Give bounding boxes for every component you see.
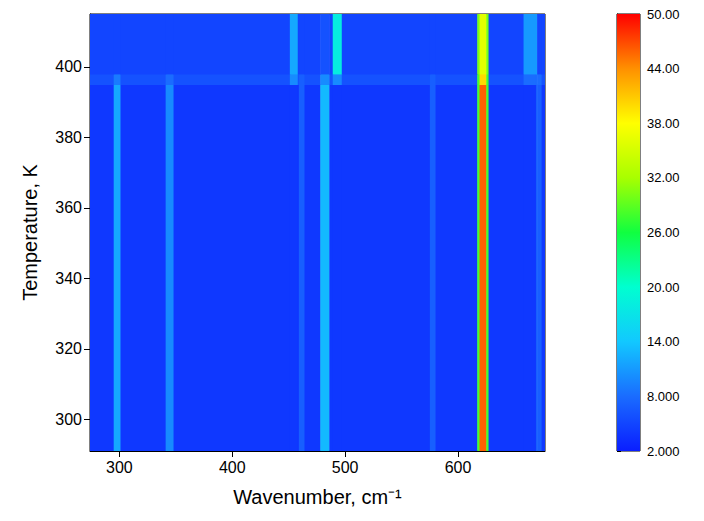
svg-text:32.00: 32.00 [647,170,680,185]
svg-text:38.00: 38.00 [647,116,680,131]
svg-text:Temperature, K: Temperature, K [19,163,41,300]
svg-text:20.00: 20.00 [647,280,680,295]
svg-text:300: 300 [55,411,82,428]
svg-text:600: 600 [445,459,472,476]
svg-text:14.00: 14.00 [647,334,680,349]
svg-text:340: 340 [55,270,82,287]
svg-text:50.00: 50.00 [647,7,680,22]
svg-text:8.000: 8.000 [647,389,680,404]
svg-text:44.00: 44.00 [647,61,680,76]
svg-text:26.00: 26.00 [647,225,680,240]
svg-text:500: 500 [332,459,359,476]
svg-text:360: 360 [55,199,82,216]
svg-text:400: 400 [219,459,246,476]
svg-text:300: 300 [106,459,133,476]
svg-text:2.000: 2.000 [647,444,680,459]
svg-text:320: 320 [55,340,82,357]
svg-text:380: 380 [55,129,82,146]
svg-text:Wavenumber, cm⁻¹: Wavenumber, cm⁻¹ [233,486,402,508]
svg-text:400: 400 [55,58,82,75]
